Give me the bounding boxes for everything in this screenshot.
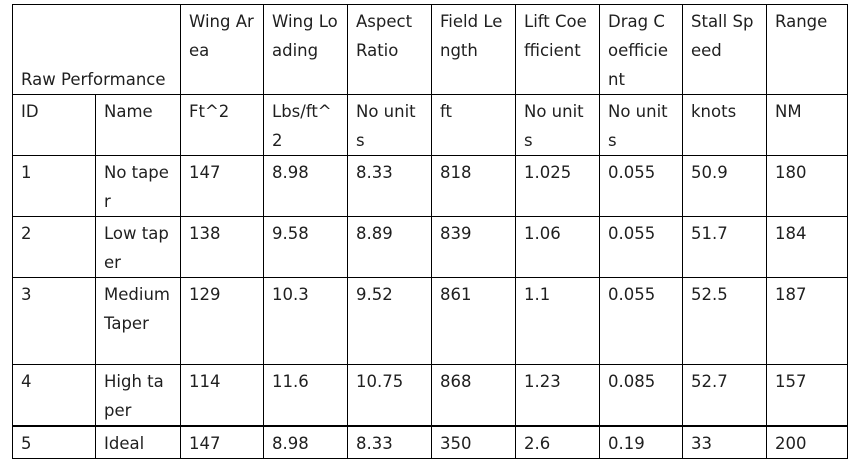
cell-name: High taper	[95, 364, 181, 427]
cell-lift-coefficient: 2.6	[515, 425, 600, 459]
cell-id: 2	[12, 216, 96, 278]
cell-stall-speed: 33	[682, 425, 767, 459]
unit-drag-coefficient: No units	[599, 94, 683, 156]
cell-stall-speed: 52.5	[682, 277, 767, 365]
table-row: 1 No taper 147 8.98 8.33 818 1.025 0.055…	[12, 155, 848, 217]
cell-aspect-ratio: 8.33	[347, 155, 432, 217]
header-row-1: Raw Performance Wing Area Wing Loading A…	[12, 4, 848, 95]
cell-stall-speed: 50.9	[682, 155, 767, 217]
cell-field-length: 868	[431, 364, 516, 427]
cell-stall-speed: 51.7	[682, 216, 767, 278]
cell-wing-area: 114	[180, 364, 264, 427]
cell-name: Medium Taper	[95, 277, 181, 365]
unit-wing-loading: Lbs/ft^2	[263, 94, 348, 156]
unit-aspect-ratio: No units	[347, 94, 432, 156]
cell-name: Low taper	[95, 216, 181, 278]
cell-id: 3	[12, 277, 96, 365]
cell-field-length: 350	[431, 425, 516, 459]
cell-lift-coefficient: 1.06	[515, 216, 600, 278]
table-row: 5 Ideal 147 8.98 8.33 350 2.6 0.19 33 20…	[12, 425, 848, 459]
cell-id: 5	[12, 425, 96, 459]
cell-aspect-ratio: 8.89	[347, 216, 432, 278]
performance-table: Raw Performance Wing Area Wing Loading A…	[12, 4, 848, 459]
cell-range: 200	[766, 425, 848, 459]
cell-stall-speed: 52.7	[682, 364, 767, 427]
header-stall-speed: Stall Speed	[682, 4, 767, 95]
table-title: Raw Performance	[21, 70, 166, 89]
cell-wing-loading: 10.3	[263, 277, 348, 365]
cell-name: No taper	[95, 155, 181, 217]
cell-lift-coefficient: 1.1	[515, 277, 600, 365]
cell-field-length: 818	[431, 155, 516, 217]
cell-range: 180	[766, 155, 848, 217]
cell-aspect-ratio: 10.75	[347, 364, 432, 427]
cell-lift-coefficient: 1.23	[515, 364, 600, 427]
cell-name: Ideal	[95, 425, 181, 459]
cell-drag-coefficient: 0.055	[599, 216, 683, 278]
header-aspect-ratio: Aspect Ratio	[347, 4, 432, 95]
header-lift-coefficient: Lift Coefficient	[515, 4, 600, 95]
cell-id: 4	[12, 364, 96, 427]
cell-wing-area: 147	[180, 155, 264, 217]
header-range: Range	[766, 4, 848, 95]
cell-range: 157	[766, 364, 848, 427]
cell-wing-area: 147	[180, 425, 264, 459]
cell-drag-coefficient: 0.055	[599, 277, 683, 365]
cell-wing-area: 138	[180, 216, 264, 278]
unit-wing-area: Ft^2	[180, 94, 264, 156]
cell-wing-loading: 9.58	[263, 216, 348, 278]
table-row: 2 Low taper 138 9.58 8.89 839 1.06 0.055…	[12, 216, 848, 278]
cell-lift-coefficient: 1.025	[515, 155, 600, 217]
table-row: 4 High taper 114 11.6 10.75 868 1.23 0.0…	[12, 364, 848, 427]
cell-wing-loading: 11.6	[263, 364, 348, 427]
cell-range: 187	[766, 277, 848, 365]
table-row: 3 Medium Taper 129 10.3 9.52 861 1.1 0.0…	[12, 277, 848, 365]
header-name: Name	[95, 94, 181, 156]
cell-drag-coefficient: 0.055	[599, 155, 683, 217]
header-wing-loading: Wing Loading	[263, 4, 348, 95]
cell-field-length: 839	[431, 216, 516, 278]
cell-wing-loading: 8.98	[263, 425, 348, 459]
cell-aspect-ratio: 9.52	[347, 277, 432, 365]
table-title-cell: Raw Performance	[12, 4, 181, 95]
header-row-2: ID Name Ft^2 Lbs/ft^2 No units ft No uni…	[12, 94, 848, 156]
unit-stall-speed: knots	[682, 94, 767, 156]
cell-drag-coefficient: 0.085	[599, 364, 683, 427]
cell-wing-area: 129	[180, 277, 264, 365]
cell-range: 184	[766, 216, 848, 278]
header-wing-area: Wing Area	[180, 4, 264, 95]
cell-wing-loading: 8.98	[263, 155, 348, 217]
unit-range: NM	[766, 94, 848, 156]
cell-id: 1	[12, 155, 96, 217]
unit-lift-coefficient: No units	[515, 94, 600, 156]
unit-field-length: ft	[431, 94, 516, 156]
cell-field-length: 861	[431, 277, 516, 365]
header-drag-coefficient: Drag Coefficient	[599, 4, 683, 95]
cell-aspect-ratio: 8.33	[347, 425, 432, 459]
header-id: ID	[12, 94, 96, 156]
cell-drag-coefficient: 0.19	[599, 425, 683, 459]
header-field-length: Field Length	[431, 4, 516, 95]
